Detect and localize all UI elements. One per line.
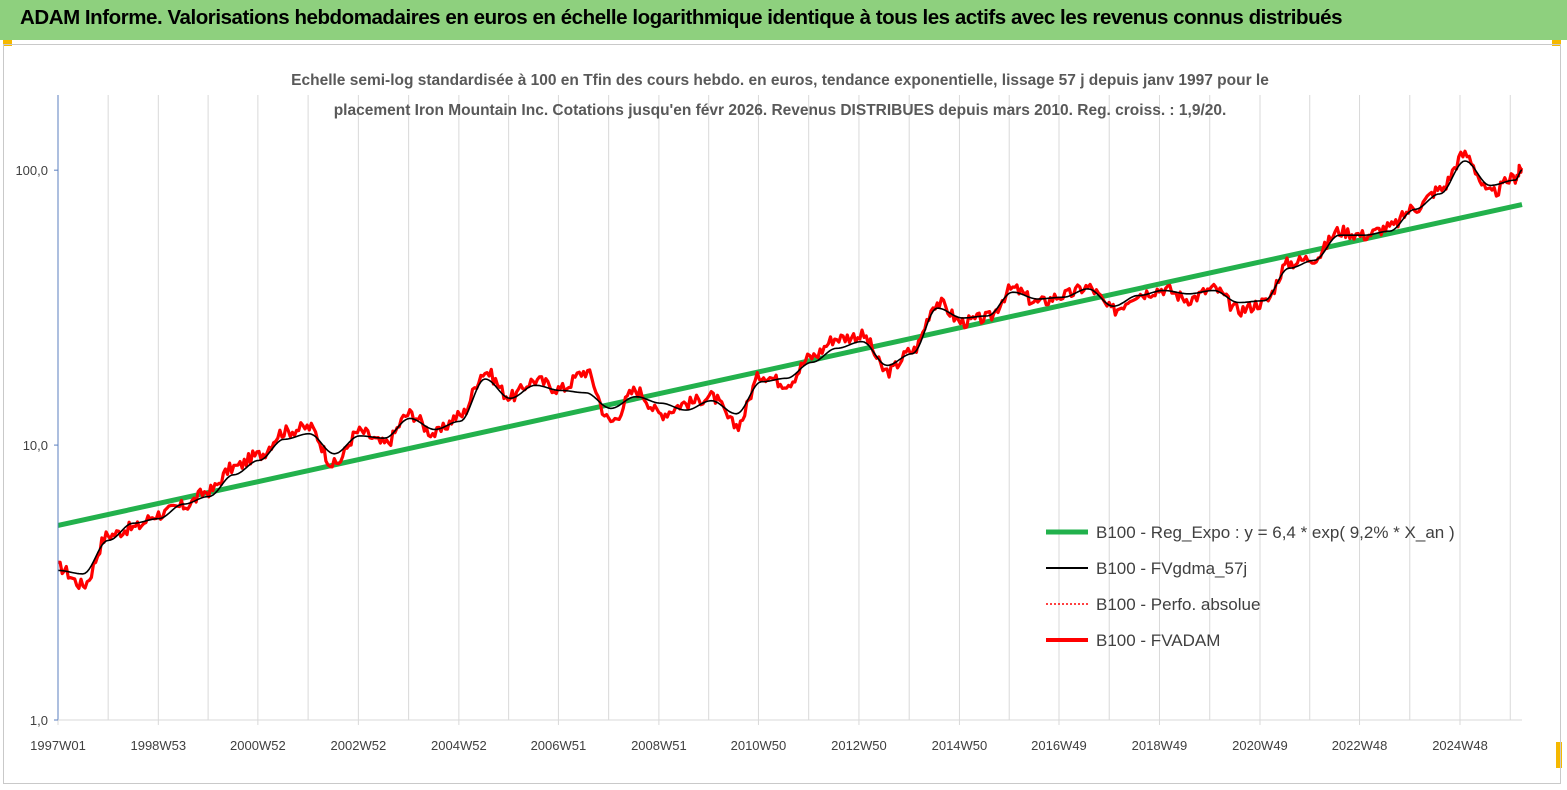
legend-label-perfo: B100 - Perfo. absolue: [1096, 595, 1260, 614]
x-tick-label: 2012W50: [831, 738, 887, 753]
x-tick-label: 2000W52: [230, 738, 286, 753]
grid: [107, 95, 1511, 720]
x-tick-label: 2016W49: [1031, 738, 1087, 753]
legend-label-regression: B100 - Reg_Expo : y = 6,4 * exp( 9,2% * …: [1096, 523, 1455, 542]
legend-label-fvadam: B100 - FVADAM: [1096, 631, 1220, 650]
y-tick-label: 100,0: [15, 163, 48, 178]
series-fvgdma-line: [57, 160, 1523, 575]
legend-label-fvgdma: B100 - FVgdma_57j: [1096, 559, 1247, 578]
x-tick-label: 2006W51: [531, 738, 587, 753]
x-tick-label: 2008W51: [631, 738, 687, 753]
corner-marker-bottom-right: [1556, 742, 1562, 768]
banner: ADAM Informe. Valorisations hebdomadaire…: [0, 0, 1567, 40]
x-tick-label: 2010W50: [731, 738, 787, 753]
banner-title: ADAM Informe. Valorisations hebdomadaire…: [20, 6, 1343, 29]
x-tick-label: 2004W52: [431, 738, 487, 753]
chart-title-line-1: Echelle semi-log standardisée à 100 en T…: [291, 72, 1269, 89]
y-tick-label: 10,0: [23, 438, 48, 453]
corner-marker-left: [3, 40, 12, 46]
x-tick-label: 2014W50: [932, 738, 988, 753]
x-tick-label: 2024W48: [1432, 738, 1488, 753]
chart-svg: Echelle semi-log standardisée à 100 en T…: [15, 72, 1523, 753]
axes: 1997W01 1998W53 2000W52 2002W52 2004W52 2006W…: [15, 95, 1522, 753]
series-group: [57, 149, 1523, 590]
x-tick-label: 1997W01: [30, 738, 86, 753]
chart-title-line-2: placement Iron Mountain Inc. Cotations j…: [334, 102, 1227, 119]
x-tick-label: 1998W53: [130, 738, 186, 753]
y-tick-label: 1,0: [30, 713, 48, 728]
legend: B100 - Reg_Expo : y = 6,4 * exp( 9,2% * …: [1046, 523, 1455, 650]
series-regression-line: [57, 202, 1523, 528]
x-tick-label: 2020W49: [1232, 738, 1288, 753]
x-tick-label: 2022W48: [1332, 738, 1388, 753]
corner-marker-right: [1552, 40, 1561, 46]
x-tick-label: 2002W52: [331, 738, 387, 753]
x-tick-label: 2018W49: [1132, 738, 1188, 753]
